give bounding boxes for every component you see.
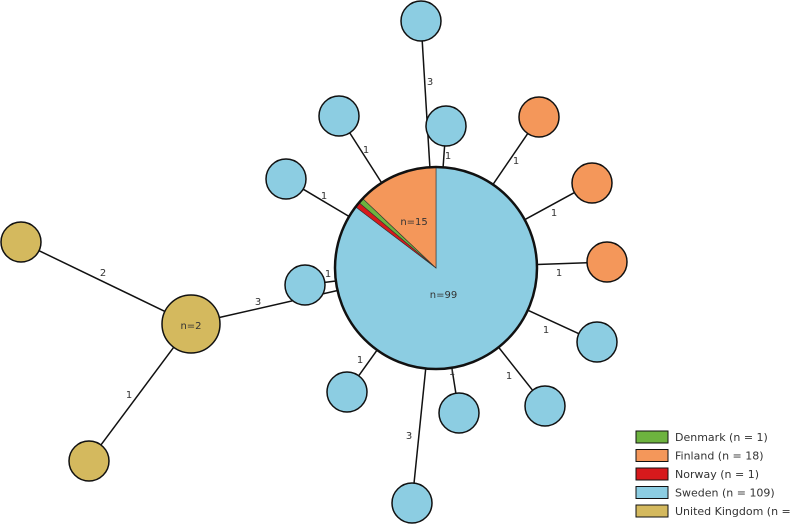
legend-label: Norway (n = 1) [675,468,759,481]
edge-label: 1 [325,269,331,280]
edge-label: 1 [551,208,557,219]
edge [442,145,446,168]
node [265,158,307,200]
edge-label: 2 [100,268,106,279]
edge-label: 3 [255,297,261,308]
edge [421,40,431,168]
edge [358,349,378,377]
edge-label: 1 [357,355,363,366]
edge-label: 1 [506,371,512,382]
node [318,95,360,137]
node [576,321,618,363]
nodes: n=99 n=15 n=2 [0,0,628,524]
legend-swatch [635,504,669,518]
edge-label: 3 [427,77,433,88]
node [425,105,467,147]
node [391,482,433,524]
node [326,371,368,413]
legend-label: Denmark (n = 1) [675,431,768,444]
edge [302,188,350,218]
node [161,294,221,354]
edge [324,280,336,284]
edge-label: 1 [321,191,327,202]
edge [492,133,529,185]
node [571,162,613,204]
legend-swatch [635,486,669,499]
edge-label: 1 [449,367,455,378]
edge [413,368,427,484]
node-label: n=2 [180,321,201,332]
edge [498,346,534,391]
edge-label: 1 [445,151,451,162]
edge-label: 1 [556,268,562,279]
node [524,385,566,427]
node [400,0,442,42]
legend-label: Sweden (n = 109) [675,487,775,500]
slice-label: n=99 [430,290,457,301]
legend: Denmark (n = 1) Finland (n = 18) Norway (n… [635,430,792,518]
node [0,221,42,263]
slice-label: n=15 [400,217,427,228]
legend-label: Finland (n = 18) [675,450,764,463]
node [68,440,110,482]
node [284,264,326,306]
legend-label: United Kingdom (n = 4) [675,505,792,518]
edge [527,309,580,335]
edge [349,132,383,184]
legend-swatch [635,467,669,481]
edge [100,346,175,446]
edge-label: 1 [543,325,549,336]
node [586,241,628,283]
legend-swatch [635,449,669,462]
edge-label: 1 [513,156,519,167]
node [438,392,480,434]
edge [451,367,457,394]
edge [524,191,575,221]
node [518,96,560,138]
edge [536,261,588,266]
node-outline [333,165,539,371]
edge-label: 1 [363,145,369,156]
edge-label: 3 [406,431,412,442]
edge [38,250,166,313]
legend-swatch [635,430,669,444]
edge-label: 1 [126,390,132,401]
